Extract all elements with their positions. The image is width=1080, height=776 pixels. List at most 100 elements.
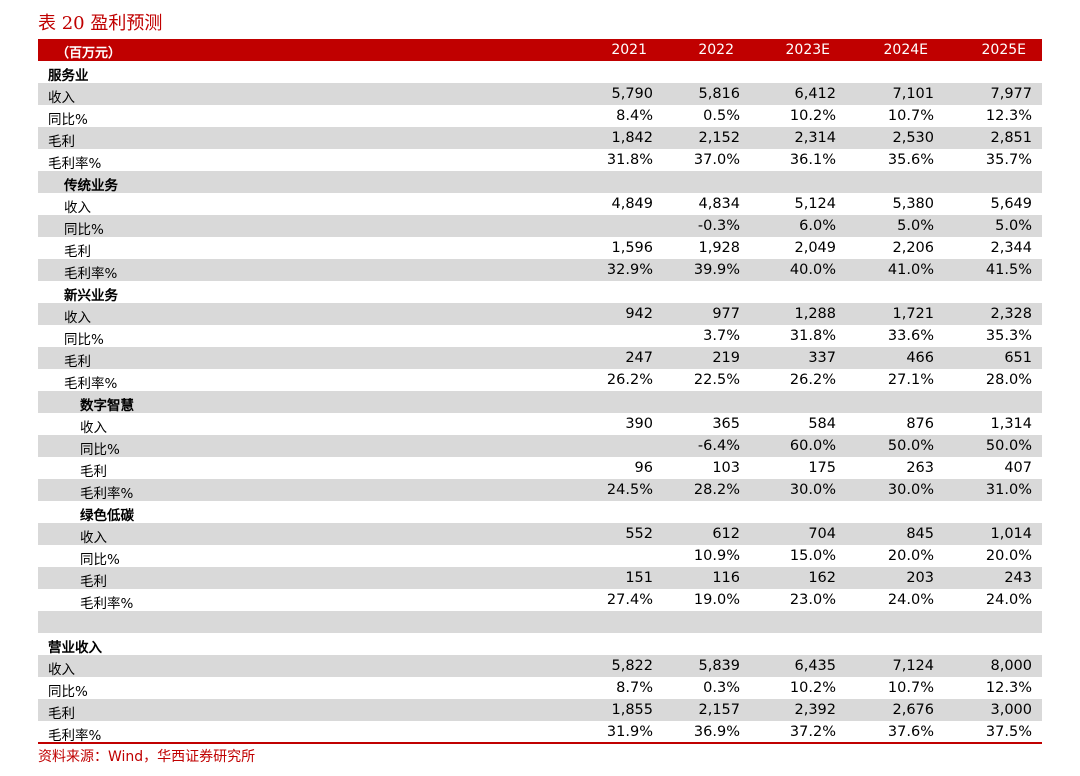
cell-value: 103	[712, 460, 740, 476]
cell-value: 7,124	[892, 658, 934, 674]
row-label: 同比%	[48, 684, 88, 700]
row-label: 毛利率%	[48, 156, 102, 172]
cell-value: 6.0%	[799, 218, 836, 234]
cell-value: 116	[712, 570, 740, 586]
row-label: 毛利	[48, 134, 75, 150]
cell-value: 5,822	[611, 658, 653, 674]
cell-value: 27.4%	[606, 592, 653, 608]
bottom-rule	[38, 742, 1042, 744]
table-row: 收入 942 977 1,288 1,721 2,328	[38, 303, 1042, 326]
cell-value: 33.6%	[887, 328, 934, 344]
row-label: 同比%	[64, 332, 104, 348]
cell-value: -6.4%	[697, 438, 740, 454]
row-label: 毛利	[48, 706, 75, 722]
table-row: 同比% 8.4% 0.5% 10.2% 10.7% 12.3%	[38, 105, 1042, 128]
column-header: 2022	[698, 42, 734, 58]
cell-value: 22.5%	[693, 372, 740, 388]
cell-value: 0.3%	[703, 680, 740, 696]
cell-value: 390	[625, 416, 653, 432]
cell-value: 151	[625, 570, 653, 586]
table-row: 毛利 1,855 2,157 2,392 2,676 3,000	[38, 699, 1042, 722]
cell-value: 5.0%	[995, 218, 1032, 234]
cell-value: 3.7%	[703, 328, 740, 344]
row-label: 毛利率%	[48, 728, 102, 744]
cell-value: 1,928	[698, 240, 740, 256]
cell-value: 7,977	[990, 86, 1032, 102]
cell-value: 36.9%	[693, 724, 740, 740]
cell-value: 219	[712, 350, 740, 366]
section-label: 营业收入	[48, 640, 102, 656]
cell-value: 30.0%	[789, 482, 836, 498]
cell-value: 41.5%	[985, 262, 1032, 278]
table-row: 毛利 1,596 1,928 2,049 2,206 2,344	[38, 237, 1042, 260]
cell-value: 15.0%	[789, 548, 836, 564]
cell-value: 24.0%	[985, 592, 1032, 608]
column-header: 2023E	[785, 42, 830, 58]
section-label: 新兴业务	[64, 288, 118, 304]
table-row: 同比% 8.7% 0.3% 10.2% 10.7% 12.3%	[38, 677, 1042, 700]
cell-value: 50.0%	[985, 438, 1032, 454]
table-row: 毛利率% 32.9% 39.9% 40.0% 41.0% 41.5%	[38, 259, 1042, 282]
table-header: （百万元） 2021 2022 2023E 2024E 2025E	[38, 39, 1042, 61]
row-label: 毛利率%	[80, 486, 134, 502]
cell-value: 5,380	[892, 196, 934, 212]
cell-value: 24.0%	[887, 592, 934, 608]
cell-value: 5,816	[698, 86, 740, 102]
row-label: 收入	[48, 662, 75, 678]
table-row: 同比% -0.3% 6.0% 5.0% 5.0%	[38, 215, 1042, 238]
cell-value: 50.0%	[887, 438, 934, 454]
section-label: 绿色低碳	[80, 508, 134, 524]
row-label: 同比%	[48, 112, 88, 128]
cell-value: 35.6%	[887, 152, 934, 168]
cell-value: 10.7%	[887, 680, 934, 696]
cell-value: 5.0%	[897, 218, 934, 234]
cell-value: 31.8%	[789, 328, 836, 344]
cell-value: 942	[625, 306, 653, 322]
cell-value: 19.0%	[693, 592, 740, 608]
cell-value: 26.2%	[606, 372, 653, 388]
cell-value: 28.0%	[985, 372, 1032, 388]
table-row: 数字智慧	[38, 391, 1042, 414]
cell-value: 2,152	[698, 130, 740, 146]
cell-value: 247	[625, 350, 653, 366]
row-label: 收入	[64, 310, 91, 326]
cell-value: 2,157	[698, 702, 740, 718]
cell-value: 1,596	[611, 240, 653, 256]
source-note: 资料来源：Wind，华西证券研究所	[38, 749, 256, 765]
cell-value: 876	[906, 416, 934, 432]
table-row: 营业收入	[38, 633, 1042, 656]
cell-value: 4,849	[611, 196, 653, 212]
cell-value: 6,435	[794, 658, 836, 674]
cell-value: 263	[906, 460, 934, 476]
row-label: 毛利	[80, 464, 107, 480]
cell-value: 584	[808, 416, 836, 432]
table-row: 同比% -6.4% 60.0% 50.0% 50.0%	[38, 435, 1042, 458]
cell-value: 96	[634, 460, 653, 476]
cell-value: -0.3%	[697, 218, 740, 234]
cell-value: 2,530	[892, 130, 934, 146]
row-label: 毛利	[64, 244, 91, 260]
cell-value: 37.5%	[985, 724, 1032, 740]
row-label: 同比%	[64, 222, 104, 238]
row-label: 毛利率%	[80, 596, 134, 612]
cell-value: 40.0%	[789, 262, 836, 278]
cell-value: 552	[625, 526, 653, 542]
table-row: 收入 552 612 704 845 1,014	[38, 523, 1042, 546]
table-row: 新兴业务	[38, 281, 1042, 304]
row-label: 毛利	[80, 574, 107, 590]
cell-value: 7,101	[892, 86, 934, 102]
row-label: 同比%	[80, 552, 120, 568]
table-title: 表 20 盈利预测	[38, 13, 163, 34]
cell-value: 1,855	[611, 702, 653, 718]
table-row: 绿色低碳	[38, 501, 1042, 524]
cell-value: 36.1%	[789, 152, 836, 168]
cell-value: 977	[712, 306, 740, 322]
cell-value: 24.5%	[606, 482, 653, 498]
cell-value: 10.9%	[693, 548, 740, 564]
cell-value: 6,412	[794, 86, 836, 102]
table-row: 毛利率% 26.2% 22.5% 26.2% 27.1% 28.0%	[38, 369, 1042, 392]
cell-value: 37.6%	[887, 724, 934, 740]
cell-value: 704	[808, 526, 836, 542]
cell-value: 2,049	[794, 240, 836, 256]
cell-value: 2,314	[794, 130, 836, 146]
